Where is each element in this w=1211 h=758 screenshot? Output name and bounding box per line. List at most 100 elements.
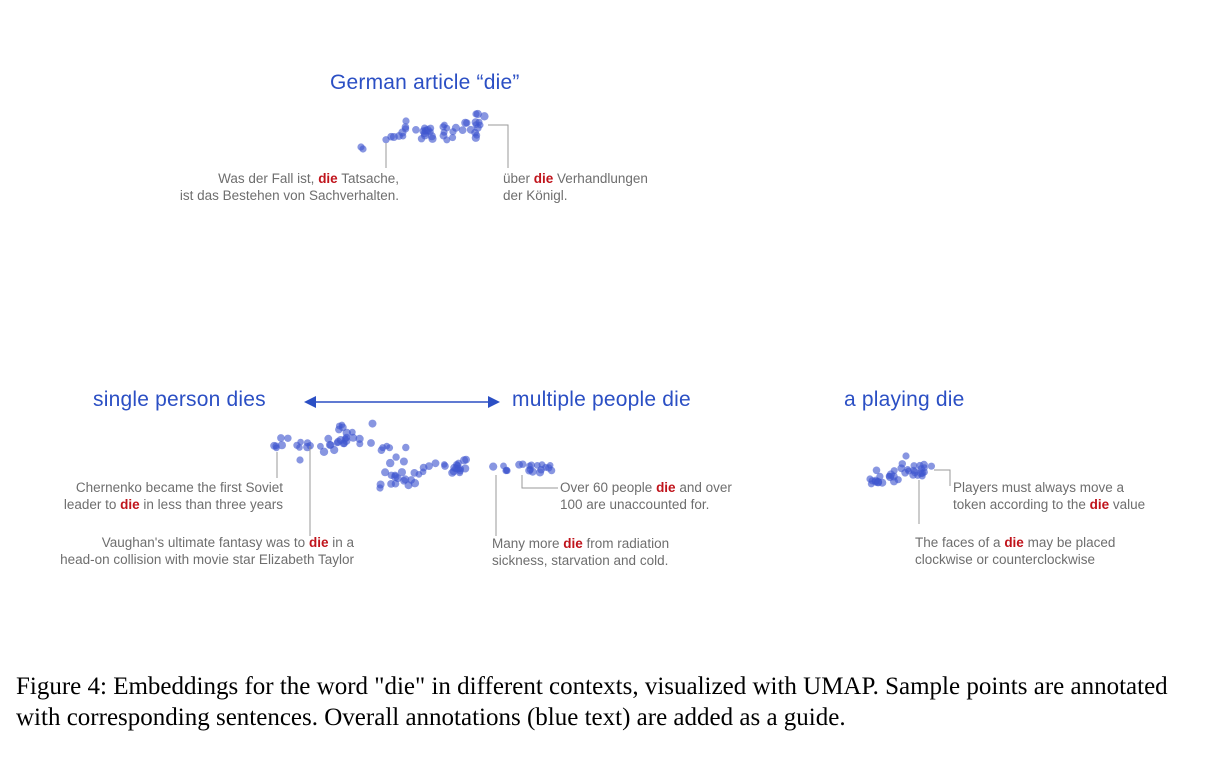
- embedding-point: [890, 467, 898, 475]
- embedding-point: [348, 428, 356, 436]
- annotation-multiple-1: Over 60 people die and over 100 are unac…: [560, 479, 732, 513]
- annotation-text: Was der Fall ist,: [218, 171, 319, 186]
- embedding-point: [441, 462, 449, 470]
- annotation-german-1: Was der Fall ist, die Tatsache, ist das …: [180, 170, 399, 204]
- annotation-text: Players must always move a: [953, 480, 1125, 495]
- embedding-point: [417, 135, 426, 143]
- embedding-point: [426, 124, 435, 132]
- embedding-point: [319, 447, 329, 456]
- embedding-point: [473, 131, 481, 139]
- annotation-text: in less than three years: [139, 497, 283, 512]
- annotation-text: Tatsache,: [337, 171, 399, 186]
- embedding-point: [443, 136, 451, 144]
- annotation-text: token according to the: [953, 497, 1090, 512]
- annotation-playing-2: The faces of a die may be placed clockwi…: [915, 534, 1115, 568]
- annotation-line: head-on collision with movie star Elizab…: [60, 551, 354, 568]
- annotation-text: head-on collision with movie star Elizab…: [60, 552, 354, 567]
- keyword-die: die: [120, 497, 140, 512]
- embedding-point: [401, 123, 410, 131]
- keyword-die: die: [1004, 535, 1024, 550]
- embedding-point: [910, 462, 918, 470]
- embedding-point: [449, 134, 457, 142]
- embedding-point: [381, 468, 390, 477]
- embedding-point: [386, 458, 395, 468]
- embedding-point: [376, 484, 384, 492]
- embedding-point: [441, 121, 448, 129]
- keyword-die: die: [533, 171, 554, 186]
- embedding-point: [367, 439, 375, 447]
- annotation-text: der Königl.: [503, 188, 568, 203]
- group-title-playing-die: a playing die: [844, 388, 965, 411]
- double-arrow: [304, 396, 500, 408]
- embedding-point: [391, 471, 399, 479]
- embedding-point: [461, 118, 470, 127]
- embedding-point: [451, 123, 460, 132]
- annotation-text: 100 are unaccounted for.: [560, 497, 710, 512]
- embedding-point: [489, 462, 498, 471]
- annotation-line: token according to the die value: [953, 496, 1145, 513]
- embedding-point: [528, 467, 537, 476]
- keyword-die: die: [318, 171, 338, 186]
- embedding-point: [296, 456, 304, 464]
- annotation-text: in a: [328, 535, 354, 550]
- annotation-line: Many more die from radiation: [492, 535, 669, 552]
- embedding-point: [386, 444, 394, 452]
- embedding-point: [317, 442, 324, 450]
- group-title-german-article: German article “die”: [330, 71, 520, 94]
- annotation-multiple-2: Many more die from radiation sickness, s…: [492, 535, 669, 569]
- cluster-single-person-dies: [270, 419, 470, 492]
- leader-lines: [276, 124, 951, 536]
- annotation-line: Players must always move a: [953, 479, 1145, 496]
- annotation-line: clockwise or counterclockwise: [915, 551, 1115, 568]
- embedding-point: [277, 434, 285, 442]
- annotation-text: Many more: [492, 536, 564, 551]
- cluster-playing-die: [866, 452, 936, 488]
- embedding-point: [402, 117, 410, 125]
- embedding-point: [402, 443, 410, 452]
- embedding-point: [535, 468, 545, 477]
- annotation-line: ist das Bestehen von Sachverhalten.: [180, 187, 399, 204]
- embedding-point: [475, 118, 483, 126]
- embedding-point: [412, 126, 420, 134]
- embedding-point: [349, 433, 358, 442]
- embedding-point: [454, 465, 462, 473]
- embedding-point: [917, 465, 925, 473]
- annotation-text: value: [1109, 497, 1146, 512]
- keyword-die: die: [1089, 497, 1110, 512]
- keyword-die: die: [308, 535, 329, 550]
- leader-line-german-2: [488, 124, 509, 168]
- annotation-line: Was der Fall ist, die Tatsache,: [180, 170, 399, 187]
- figure-caption: Figure 4: Embeddings for the word "die" …: [16, 673, 1168, 731]
- embedding-point: [324, 434, 333, 443]
- embedding-point: [902, 452, 910, 460]
- embedding-point: [889, 472, 898, 481]
- annotation-text: Chernenko became the first Soviet: [75, 480, 283, 495]
- embedding-point: [342, 428, 351, 438]
- embedding-point: [461, 464, 470, 473]
- leader-line-playing-1: [934, 469, 951, 486]
- annotation-german-2: über die Verhandlungen der Königl.: [503, 170, 648, 204]
- annotation-text: leader to: [63, 497, 121, 512]
- embedding-point: [400, 477, 408, 485]
- embedding-point: [397, 468, 406, 477]
- keyword-die: die: [656, 480, 676, 495]
- annotation-single-2: Vaughan's ultimate fantasy was to die in…: [60, 534, 354, 568]
- embedding-point: [391, 479, 400, 488]
- umap-scatter-plot: [270, 109, 951, 536]
- embedding-point: [502, 467, 510, 475]
- cluster-multiple-people-die: [489, 460, 556, 477]
- embedding-point: [392, 453, 400, 461]
- annotation-line: Chernenko became the first Soviet: [64, 479, 283, 496]
- embedding-point: [277, 441, 286, 450]
- embedding-point: [272, 442, 280, 450]
- annotation-text: Vaughan's ultimate fantasy was to: [101, 535, 309, 550]
- embedding-point: [284, 434, 292, 442]
- embedding-point: [440, 128, 448, 136]
- annotation-text: sickness, starvation and cold.: [492, 553, 669, 568]
- annotation-line: sickness, starvation and cold.: [492, 552, 669, 569]
- embedding-point: [399, 457, 408, 466]
- annotation-line: leader to die in less than three years: [64, 496, 283, 513]
- annotation-line: 100 are unaccounted for.: [560, 496, 732, 513]
- embedding-point: [872, 466, 881, 475]
